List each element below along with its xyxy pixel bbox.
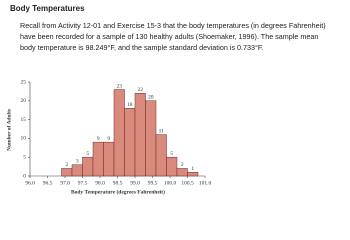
bar bbox=[166, 156, 178, 177]
bar bbox=[124, 108, 136, 177]
bar bbox=[71, 164, 83, 177]
bar-label: 5 bbox=[170, 151, 173, 157]
x-tick-label: 101.0 bbox=[199, 180, 212, 186]
bar-label: 11 bbox=[159, 128, 165, 134]
x-axis-title: Body Temperature (degrees Fahrenheit) bbox=[71, 188, 165, 195]
bar-label: 3 bbox=[76, 158, 79, 164]
bar-label: 1 bbox=[191, 166, 194, 172]
y-tick-label: 25 bbox=[21, 79, 27, 85]
x-tick-label: 96.5 bbox=[43, 180, 53, 186]
bar bbox=[61, 168, 73, 177]
bar bbox=[155, 134, 167, 177]
x-tick-label: 98.0 bbox=[95, 180, 105, 186]
x-tick-label: 97.0 bbox=[60, 180, 70, 186]
bar bbox=[103, 141, 115, 177]
bar bbox=[113, 89, 125, 177]
bar-label: 2 bbox=[181, 162, 184, 168]
title: Body Temperatures bbox=[10, 4, 85, 13]
x-tick-label: 100.5 bbox=[181, 180, 194, 186]
y-tick-label: 0 bbox=[23, 173, 26, 179]
paragraph: Recall from Activity 12-01 and Exercise … bbox=[20, 21, 326, 52]
y-tick-label: 20 bbox=[21, 98, 27, 104]
y-tick-label: 10 bbox=[21, 136, 27, 142]
bar-label: 23 bbox=[117, 83, 123, 89]
bar-label: 22 bbox=[138, 87, 144, 93]
bar-label: 5 bbox=[86, 151, 89, 157]
bar-label: 20 bbox=[148, 95, 154, 101]
x-tick-label: 99.0 bbox=[130, 180, 140, 186]
x-tick-label: 97.5 bbox=[78, 180, 88, 186]
y-tick-label: 5 bbox=[23, 154, 26, 160]
page: {"header": {"title": "Body Temperatures"… bbox=[6, 4, 326, 196]
bar-label: 9 bbox=[97, 136, 100, 142]
x-tick-label: 98.5 bbox=[113, 180, 123, 186]
y-axis-title: Number of Adults bbox=[6, 109, 12, 151]
bar bbox=[134, 93, 146, 177]
bar-label: 18 bbox=[127, 102, 133, 108]
bar-label: 9 bbox=[107, 136, 110, 142]
histogram: Number of Adults Body Temperature (degre… bbox=[6, 79, 212, 195]
x-tick-label: 100.0 bbox=[164, 180, 177, 186]
bar bbox=[92, 141, 104, 177]
x-tick-label: 99.5 bbox=[148, 180, 158, 186]
bar bbox=[187, 171, 199, 177]
y-tick-label: 15 bbox=[21, 117, 27, 123]
x-tick-label: 96.0 bbox=[25, 180, 35, 186]
bar bbox=[145, 100, 157, 177]
bar-label: 2 bbox=[65, 162, 68, 168]
bar bbox=[82, 156, 94, 177]
bar bbox=[176, 168, 188, 177]
